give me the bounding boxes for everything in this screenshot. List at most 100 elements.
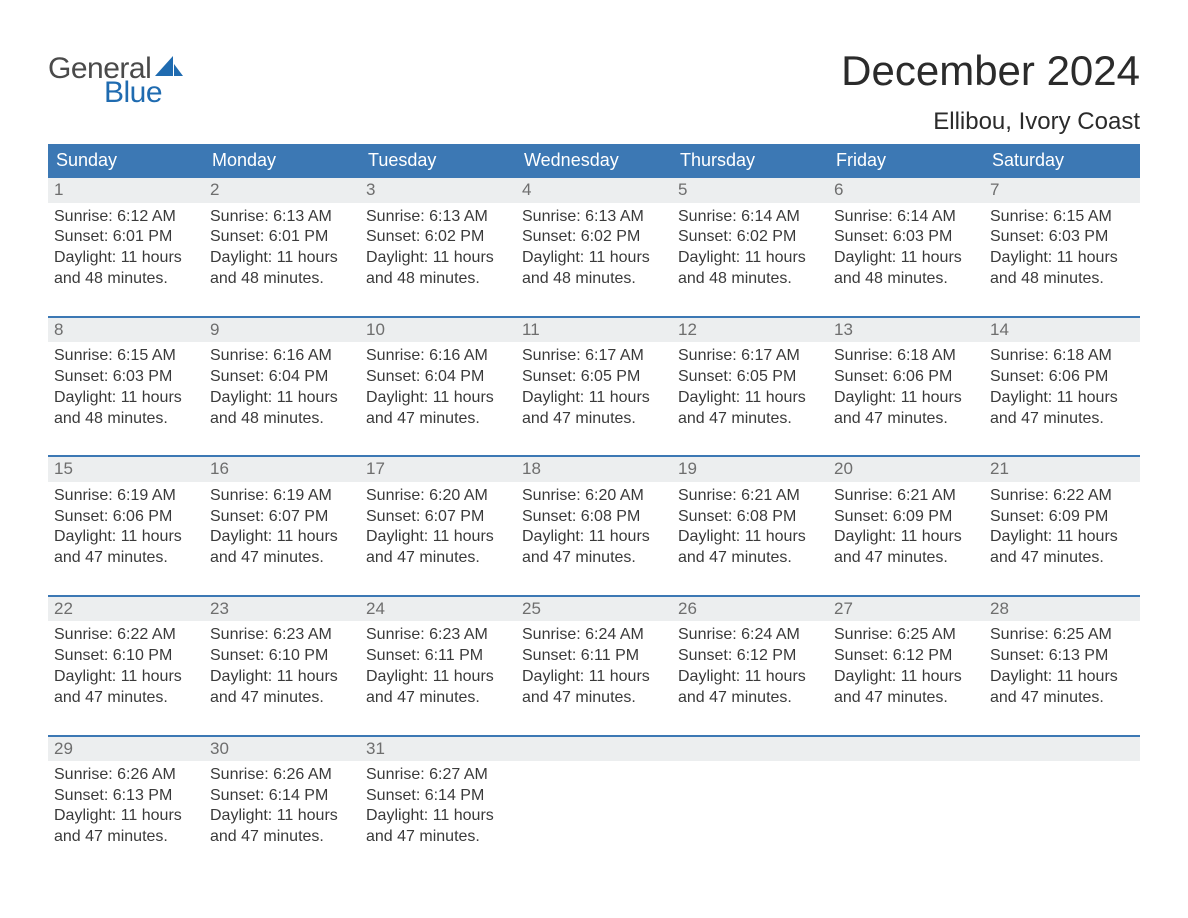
calendar: Sunday Monday Tuesday Wednesday Thursday… xyxy=(48,144,1140,848)
sunset-line: Sunset: 6:03 PM xyxy=(990,227,1134,248)
daylight-line-2: and 47 minutes. xyxy=(834,409,978,430)
day-body: Sunrise: 6:19 AMSunset: 6:06 PMDaylight:… xyxy=(48,482,204,569)
sunrise-line: Sunrise: 6:25 AM xyxy=(990,625,1134,646)
day-body: Sunrise: 6:23 AMSunset: 6:10 PMDaylight:… xyxy=(204,621,360,708)
day-body: Sunrise: 6:25 AMSunset: 6:12 PMDaylight:… xyxy=(828,621,984,708)
day-cell xyxy=(516,737,672,849)
day-number xyxy=(828,737,984,761)
day-body: Sunrise: 6:24 AMSunset: 6:11 PMDaylight:… xyxy=(516,621,672,708)
sunrise-line: Sunrise: 6:14 AM xyxy=(678,207,822,228)
day-cell: 13Sunrise: 6:18 AMSunset: 6:06 PMDayligh… xyxy=(828,318,984,430)
sunset-line: Sunset: 6:02 PM xyxy=(522,227,666,248)
day-number: 25 xyxy=(516,597,672,621)
daylight-line-2: and 47 minutes. xyxy=(54,688,198,709)
day-body: Sunrise: 6:21 AMSunset: 6:08 PMDaylight:… xyxy=(672,482,828,569)
day-cell xyxy=(984,737,1140,849)
sunrise-line: Sunrise: 6:25 AM xyxy=(834,625,978,646)
sunrise-line: Sunrise: 6:15 AM xyxy=(54,346,198,367)
daylight-line-2: and 47 minutes. xyxy=(54,548,198,569)
day-cell: 26Sunrise: 6:24 AMSunset: 6:12 PMDayligh… xyxy=(672,597,828,709)
daylight-line-1: Daylight: 11 hours xyxy=(210,667,354,688)
day-cell: 24Sunrise: 6:23 AMSunset: 6:11 PMDayligh… xyxy=(360,597,516,709)
day-number: 30 xyxy=(204,737,360,761)
day-cell: 18Sunrise: 6:20 AMSunset: 6:08 PMDayligh… xyxy=(516,457,672,569)
day-body: Sunrise: 6:22 AMSunset: 6:09 PMDaylight:… xyxy=(984,482,1140,569)
day-body: Sunrise: 6:14 AMSunset: 6:02 PMDaylight:… xyxy=(672,203,828,290)
day-body: Sunrise: 6:20 AMSunset: 6:08 PMDaylight:… xyxy=(516,482,672,569)
weekday-header: Sunday xyxy=(48,144,204,178)
sunrise-line: Sunrise: 6:22 AM xyxy=(990,486,1134,507)
sunrise-line: Sunrise: 6:23 AM xyxy=(366,625,510,646)
sunset-line: Sunset: 6:06 PM xyxy=(990,367,1134,388)
daylight-line-2: and 47 minutes. xyxy=(210,548,354,569)
day-body: Sunrise: 6:23 AMSunset: 6:11 PMDaylight:… xyxy=(360,621,516,708)
sunset-line: Sunset: 6:01 PM xyxy=(54,227,198,248)
sunset-line: Sunset: 6:05 PM xyxy=(678,367,822,388)
daylight-line-1: Daylight: 11 hours xyxy=(678,527,822,548)
day-cell: 22Sunrise: 6:22 AMSunset: 6:10 PMDayligh… xyxy=(48,597,204,709)
title-block: December 2024 Ellibou, Ivory Coast xyxy=(841,48,1140,136)
day-number xyxy=(672,737,828,761)
location-subtitle: Ellibou, Ivory Coast xyxy=(841,108,1140,136)
day-number: 14 xyxy=(984,318,1140,342)
sunrise-line: Sunrise: 6:24 AM xyxy=(678,625,822,646)
daylight-line-2: and 48 minutes. xyxy=(366,269,510,290)
day-cell: 17Sunrise: 6:20 AMSunset: 6:07 PMDayligh… xyxy=(360,457,516,569)
daylight-line-1: Daylight: 11 hours xyxy=(210,806,354,827)
day-cell: 27Sunrise: 6:25 AMSunset: 6:12 PMDayligh… xyxy=(828,597,984,709)
day-cell: 14Sunrise: 6:18 AMSunset: 6:06 PMDayligh… xyxy=(984,318,1140,430)
daylight-line-2: and 48 minutes. xyxy=(54,269,198,290)
day-number: 2 xyxy=(204,178,360,202)
week-row: 29Sunrise: 6:26 AMSunset: 6:13 PMDayligh… xyxy=(48,735,1140,849)
day-body: Sunrise: 6:26 AMSunset: 6:14 PMDaylight:… xyxy=(204,761,360,848)
sunset-line: Sunset: 6:03 PM xyxy=(834,227,978,248)
day-body: Sunrise: 6:18 AMSunset: 6:06 PMDaylight:… xyxy=(984,342,1140,429)
sunset-line: Sunset: 6:07 PM xyxy=(366,507,510,528)
brand-word-blue: Blue xyxy=(48,78,183,108)
day-number: 6 xyxy=(828,178,984,202)
weekday-header: Monday xyxy=(204,144,360,178)
daylight-line-2: and 47 minutes. xyxy=(990,548,1134,569)
day-number: 12 xyxy=(672,318,828,342)
sunset-line: Sunset: 6:14 PM xyxy=(366,786,510,807)
weekday-header: Friday xyxy=(828,144,984,178)
daylight-line-1: Daylight: 11 hours xyxy=(834,667,978,688)
day-cell: 1Sunrise: 6:12 AMSunset: 6:01 PMDaylight… xyxy=(48,178,204,290)
sunrise-line: Sunrise: 6:22 AM xyxy=(54,625,198,646)
daylight-line-1: Daylight: 11 hours xyxy=(522,527,666,548)
sunset-line: Sunset: 6:03 PM xyxy=(54,367,198,388)
sunrise-line: Sunrise: 6:26 AM xyxy=(54,765,198,786)
daylight-line-2: and 48 minutes. xyxy=(834,269,978,290)
daylight-line-2: and 47 minutes. xyxy=(990,409,1134,430)
sunrise-line: Sunrise: 6:26 AM xyxy=(210,765,354,786)
daylight-line-2: and 48 minutes. xyxy=(210,269,354,290)
day-number: 22 xyxy=(48,597,204,621)
day-number xyxy=(984,737,1140,761)
day-number xyxy=(516,737,672,761)
sunrise-line: Sunrise: 6:24 AM xyxy=(522,625,666,646)
sunset-line: Sunset: 6:06 PM xyxy=(54,507,198,528)
sunrise-line: Sunrise: 6:21 AM xyxy=(834,486,978,507)
day-number: 18 xyxy=(516,457,672,481)
day-number: 17 xyxy=(360,457,516,481)
sunset-line: Sunset: 6:11 PM xyxy=(522,646,666,667)
sunrise-line: Sunrise: 6:21 AM xyxy=(678,486,822,507)
day-cell: 9Sunrise: 6:16 AMSunset: 6:04 PMDaylight… xyxy=(204,318,360,430)
day-body: Sunrise: 6:16 AMSunset: 6:04 PMDaylight:… xyxy=(204,342,360,429)
day-number: 27 xyxy=(828,597,984,621)
day-number: 1 xyxy=(48,178,204,202)
sunset-line: Sunset: 6:04 PM xyxy=(366,367,510,388)
daylight-line-1: Daylight: 11 hours xyxy=(834,388,978,409)
daylight-line-1: Daylight: 11 hours xyxy=(366,388,510,409)
daylight-line-1: Daylight: 11 hours xyxy=(54,806,198,827)
week-row: 1Sunrise: 6:12 AMSunset: 6:01 PMDaylight… xyxy=(48,178,1140,290)
day-cell: 20Sunrise: 6:21 AMSunset: 6:09 PMDayligh… xyxy=(828,457,984,569)
sunrise-line: Sunrise: 6:17 AM xyxy=(678,346,822,367)
day-cell: 15Sunrise: 6:19 AMSunset: 6:06 PMDayligh… xyxy=(48,457,204,569)
daylight-line-2: and 47 minutes. xyxy=(366,827,510,848)
sunset-line: Sunset: 6:13 PM xyxy=(54,786,198,807)
day-number: 28 xyxy=(984,597,1140,621)
week-row: 15Sunrise: 6:19 AMSunset: 6:06 PMDayligh… xyxy=(48,455,1140,569)
day-body: Sunrise: 6:15 AMSunset: 6:03 PMDaylight:… xyxy=(48,342,204,429)
daylight-line-1: Daylight: 11 hours xyxy=(54,248,198,269)
